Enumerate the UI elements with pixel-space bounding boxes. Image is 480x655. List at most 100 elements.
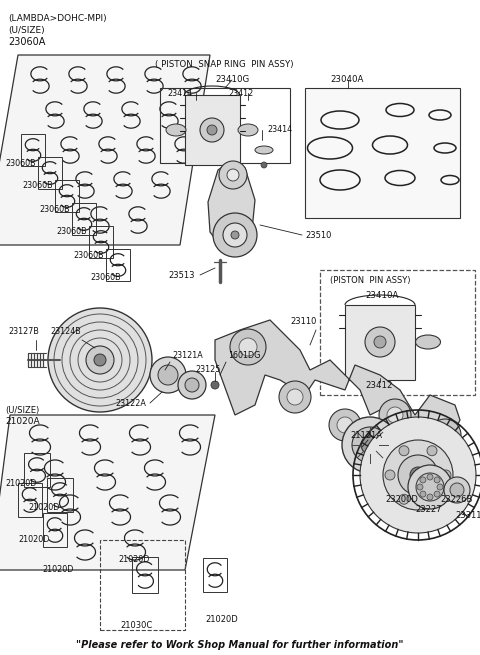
Text: 23412: 23412 xyxy=(365,381,393,390)
Circle shape xyxy=(408,465,452,509)
Text: 21020D: 21020D xyxy=(118,555,149,565)
Circle shape xyxy=(342,417,398,473)
Circle shape xyxy=(227,169,239,181)
Text: 21020D: 21020D xyxy=(28,504,60,512)
Bar xyxy=(43,513,67,547)
Circle shape xyxy=(352,427,388,463)
Circle shape xyxy=(434,477,440,483)
Text: 23513: 23513 xyxy=(168,271,194,280)
Text: 21020D: 21020D xyxy=(205,616,238,624)
Bar xyxy=(203,558,227,592)
Bar xyxy=(24,453,50,487)
Circle shape xyxy=(211,381,219,389)
Circle shape xyxy=(200,118,224,142)
Text: (PISTON  PIN ASSY): (PISTON PIN ASSY) xyxy=(330,276,410,284)
Text: 21030C: 21030C xyxy=(120,620,152,629)
Text: 21020D: 21020D xyxy=(18,536,49,544)
Circle shape xyxy=(86,346,114,374)
Text: 23227: 23227 xyxy=(415,506,442,514)
Circle shape xyxy=(410,467,426,483)
Circle shape xyxy=(417,484,423,490)
Text: 23060B: 23060B xyxy=(22,181,53,191)
Polygon shape xyxy=(345,305,415,380)
Bar xyxy=(89,227,113,257)
Ellipse shape xyxy=(255,146,273,154)
Circle shape xyxy=(213,213,257,257)
Circle shape xyxy=(261,162,267,168)
Text: 23122A: 23122A xyxy=(115,398,146,407)
Text: 21121A: 21121A xyxy=(350,430,382,440)
Circle shape xyxy=(450,483,464,497)
Circle shape xyxy=(239,338,257,356)
Circle shape xyxy=(185,378,199,392)
Polygon shape xyxy=(185,95,240,165)
Text: (LAMBDA>DOHC-MPI): (LAMBDA>DOHC-MPI) xyxy=(8,14,107,22)
Text: 23127B: 23127B xyxy=(8,328,39,337)
Text: 23311A: 23311A xyxy=(455,510,480,519)
Circle shape xyxy=(230,329,266,365)
Circle shape xyxy=(427,494,433,500)
Text: 23040A: 23040A xyxy=(330,75,363,84)
Circle shape xyxy=(420,477,426,483)
Text: 23124B: 23124B xyxy=(50,328,81,337)
Bar xyxy=(18,483,42,517)
Text: 23226B: 23226B xyxy=(440,495,472,504)
Circle shape xyxy=(329,409,361,441)
Ellipse shape xyxy=(166,124,186,136)
Text: 23412: 23412 xyxy=(228,88,253,98)
Circle shape xyxy=(231,231,239,239)
Bar xyxy=(100,540,185,630)
Text: 23414: 23414 xyxy=(167,88,192,98)
Circle shape xyxy=(365,327,395,357)
Circle shape xyxy=(420,491,426,497)
Circle shape xyxy=(178,371,206,399)
Polygon shape xyxy=(0,415,215,570)
Text: 23060B: 23060B xyxy=(39,204,70,214)
Bar xyxy=(305,88,460,218)
Ellipse shape xyxy=(238,124,258,136)
Circle shape xyxy=(387,407,403,423)
Circle shape xyxy=(361,436,379,454)
Text: 23060B: 23060B xyxy=(90,274,120,282)
Polygon shape xyxy=(215,320,460,460)
Text: 23414: 23414 xyxy=(267,126,292,134)
Bar xyxy=(21,134,45,166)
Circle shape xyxy=(437,427,453,443)
Text: 23125: 23125 xyxy=(195,365,220,375)
Circle shape xyxy=(383,440,453,510)
Text: 23060B: 23060B xyxy=(56,227,86,236)
Bar xyxy=(132,557,158,593)
Bar xyxy=(160,88,290,163)
Bar xyxy=(106,250,130,280)
Text: 23510: 23510 xyxy=(305,231,331,240)
Circle shape xyxy=(416,473,444,501)
Text: 23200D: 23200D xyxy=(385,495,418,504)
Circle shape xyxy=(337,417,353,433)
Text: 23410A: 23410A xyxy=(365,291,398,299)
Circle shape xyxy=(374,336,386,348)
Text: 21020D: 21020D xyxy=(42,565,73,574)
Circle shape xyxy=(398,455,438,495)
Text: 23410G: 23410G xyxy=(215,75,249,84)
Text: 1601DG: 1601DG xyxy=(228,350,260,360)
Circle shape xyxy=(360,417,476,533)
Text: (U/SIZE): (U/SIZE) xyxy=(5,405,39,415)
Circle shape xyxy=(150,357,186,393)
Bar xyxy=(38,157,62,189)
Circle shape xyxy=(279,381,311,413)
Text: 21020A: 21020A xyxy=(5,417,40,426)
Text: 21020D: 21020D xyxy=(5,479,36,487)
Circle shape xyxy=(427,495,437,504)
Circle shape xyxy=(434,491,440,497)
Circle shape xyxy=(379,399,411,431)
Text: 23110: 23110 xyxy=(290,318,316,326)
Text: 23060B: 23060B xyxy=(73,250,104,259)
Circle shape xyxy=(444,477,470,503)
Circle shape xyxy=(437,484,443,490)
Bar xyxy=(55,180,79,212)
Circle shape xyxy=(48,308,152,412)
Circle shape xyxy=(219,161,247,189)
Text: 23121A: 23121A xyxy=(172,350,203,360)
Text: ( PISTON  SNAP RING  PIN ASSY): ( PISTON SNAP RING PIN ASSY) xyxy=(155,60,293,69)
Bar xyxy=(320,270,475,395)
